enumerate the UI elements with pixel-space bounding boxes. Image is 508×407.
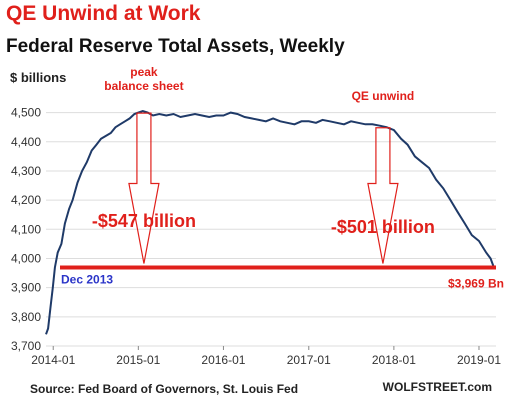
x-tick-label: 2018-01 [372, 353, 416, 367]
qe-unwind-label: QE unwind [352, 89, 415, 103]
y-tick-label: 4,400 [11, 135, 41, 149]
y-tick-label: 4,100 [11, 222, 41, 236]
y-axis-ticks: 3,700 3,800 3,900 4,000 4,100 4,200 4,300 4,400… [11, 106, 41, 353]
y-tick-label: 4,500 [11, 106, 41, 120]
peak-label-line-1: peak [130, 65, 158, 79]
drop-arrow-1 [128, 112, 160, 264]
y-tick-label: 4,300 [11, 164, 41, 178]
drop-2-label: -$501 billion [331, 217, 435, 237]
drop-1-label: -$547 billion [92, 211, 196, 231]
chart-title: QE Unwind at Work [6, 2, 201, 25]
start-date-label: Dec 2013 [61, 273, 113, 287]
x-tick-label: 2019-01 [457, 353, 501, 367]
chart-subtitle: Federal Reserve Total Assets, Weekly [6, 36, 345, 57]
x-tick-label: 2016-01 [201, 353, 245, 367]
y-tick-label: 4,000 [11, 251, 41, 265]
y-tick-label: 3,800 [11, 310, 41, 324]
grid-lines [46, 112, 496, 347]
peak-label-line-2: balance sheet [104, 79, 183, 93]
total-assets-line [45, 110, 495, 335]
end-value-label: $3,969 Bn [448, 277, 504, 291]
brand-label: WOLFSTREET.com [382, 380, 492, 394]
x-axis-ticks: 2014-01 2015-01 2016-01 2017-01 2018-01 2019-… [31, 346, 501, 367]
x-tick-label: 2014-01 [31, 353, 75, 367]
drop-arrow-2 [367, 127, 399, 264]
y-tick-label: 3,900 [11, 281, 41, 295]
y-tick-label: 4,200 [11, 193, 41, 207]
source-note: Source: Fed Board of Governors, St. Loui… [30, 382, 299, 396]
x-tick-label: 2017-01 [287, 353, 331, 367]
y-tick-label: 3,700 [11, 339, 41, 353]
y-axis-label: $ billions [10, 70, 67, 85]
x-tick-label: 2015-01 [116, 353, 160, 367]
